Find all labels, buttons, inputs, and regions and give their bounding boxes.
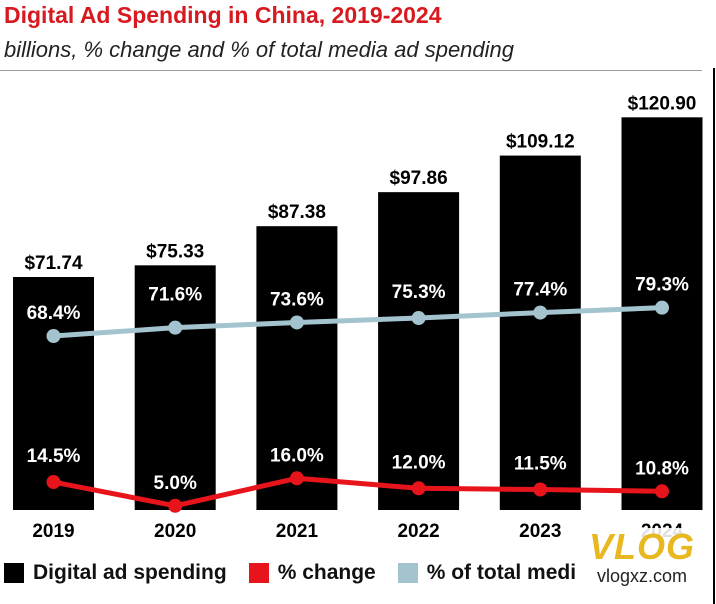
pct-change-point-2021 (289, 471, 304, 486)
pct-total-label-2024: 79.3% (635, 275, 689, 296)
legend-item-pct-change: % change (248, 561, 376, 585)
title-divider (0, 70, 702, 71)
pct-change-point-2022 (411, 481, 426, 496)
pct-change-label-2023: 11.5% (514, 454, 567, 475)
pct-change-label-2019: 14.5% (27, 446, 81, 467)
x-tick-label-2022: 2022 (397, 521, 439, 542)
bar-2020 (134, 265, 216, 510)
legend-swatch-pct-total (397, 563, 418, 583)
bar-2022 (378, 192, 460, 510)
legend-swatch-digital-ad-spending (4, 563, 24, 583)
legend-label-pct-total: % of total medi (426, 561, 577, 584)
pct-change-point-2023 (533, 482, 548, 497)
pct-total-label-2023: 77.4% (513, 280, 567, 301)
chart-subtitle: billions, % change and % of total media … (4, 37, 515, 62)
bar-value-label-2019: $71.74 (24, 253, 83, 274)
right-border (713, 68, 715, 604)
pct-change-point-2024 (655, 484, 669, 499)
bar-value-label-2021: $87.38 (268, 202, 326, 223)
bar-2019 (13, 276, 94, 510)
pct-change-label-2021: 16.0% (270, 445, 324, 466)
pct-change-point-2020 (168, 498, 183, 513)
pct-total-line (53, 305, 663, 339)
pct-total-point-2022 (411, 311, 426, 326)
x-tick-label-2021: 2021 (276, 521, 319, 542)
pct-change-label-2022: 12.0% (392, 452, 446, 473)
pct-total-point-2023 (533, 305, 548, 320)
pct-total-label-2021: 73.6% (270, 289, 324, 310)
legend-swatch-pct-change (248, 563, 269, 583)
pct-total-label-2020: 71.6% (148, 285, 202, 306)
legend-item-digital-ad-spending: Digital ad spending (4, 561, 227, 585)
bar-2021 (256, 226, 338, 510)
chart-legend: Digital ad spending % change % of total … (4, 558, 598, 588)
x-tick-label-2020: 2020 (154, 521, 196, 542)
pct-total-point-2020 (168, 320, 183, 335)
bar-value-label-2022: $97.86 (390, 168, 448, 189)
legend-label-pct-change: % change (277, 561, 376, 584)
x-tick-label-2019: 2019 (32, 521, 74, 542)
pct-change-label-2020: 5.0% (154, 473, 197, 494)
pct-total-point-2019 (46, 329, 61, 343)
bar-value-label-2020: $75.33 (146, 241, 204, 262)
vlog-logo: VLOG (588, 526, 695, 567)
vlog-watermark: VLOG vlogxz.com (576, 528, 708, 588)
pct-total-point-2024 (655, 300, 669, 315)
watermark-url: vlogxz.com (596, 566, 688, 586)
pct-total-point-2021 (289, 315, 304, 330)
pct-change-point-2019 (46, 475, 61, 490)
pct-total-label-2022: 75.3% (392, 282, 446, 303)
pct-total-label-2019: 68.4% (27, 303, 81, 324)
pct-change-label-2024: 10.8% (635, 458, 689, 479)
legend-item-pct-total: % of total medi (397, 561, 577, 585)
chart-title: Digital Ad Spending in China, 2019-2024 (4, 2, 442, 28)
bar-2023 (499, 155, 581, 510)
pct-change-line (53, 475, 663, 509)
bar-value-label-2024: $120.90 (628, 93, 697, 114)
x-tick-label-2023: 2023 (519, 521, 561, 542)
bar-value-label-2023: $109.12 (506, 132, 575, 153)
legend-label-digital-ad-spending: Digital ad spending (33, 561, 227, 584)
